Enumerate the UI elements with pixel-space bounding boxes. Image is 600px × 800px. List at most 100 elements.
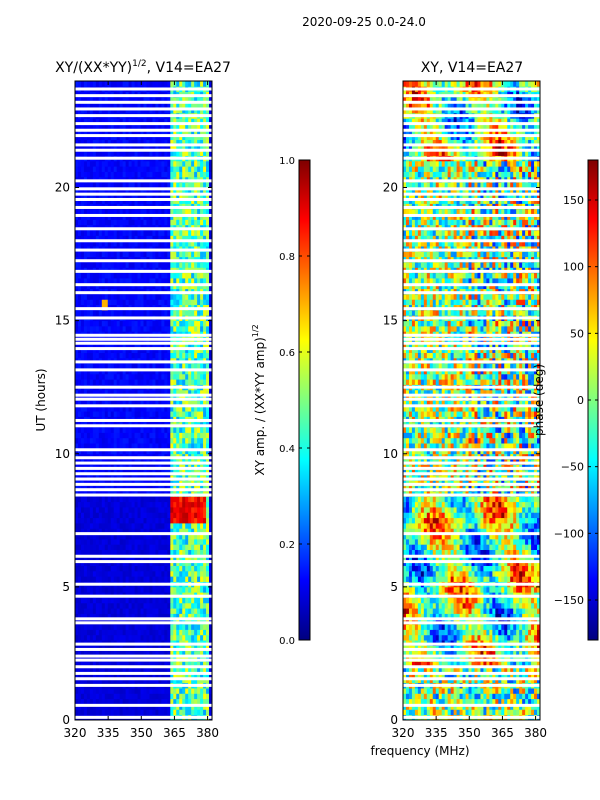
heatmap-cell	[122, 661, 127, 668]
heatmap-cell	[101, 576, 106, 582]
heatmap-cell	[143, 294, 147, 300]
heatmap-cell	[206, 160, 210, 167]
heatmap-cell	[137, 230, 141, 236]
heatmap-cell	[176, 629, 180, 636]
heatmap-cell	[206, 251, 210, 258]
heatmap-cell	[164, 347, 168, 353]
heatmap-cell	[119, 613, 124, 620]
heatmap-cell	[86, 283, 91, 290]
heatmap-cell	[200, 294, 204, 300]
heatmap-cell	[75, 507, 79, 513]
heatmap-cell	[146, 363, 150, 369]
heatmap-cell	[116, 544, 121, 550]
heatmap-cell	[101, 240, 106, 247]
heatmap-cell	[152, 171, 156, 178]
heatmap-cell	[75, 272, 79, 279]
heatmap-cell	[107, 533, 112, 540]
heatmap-cell	[75, 309, 79, 316]
heatmap-cell	[194, 704, 198, 710]
heatmap-cell	[161, 443, 165, 449]
heatmap-cell	[107, 427, 112, 433]
heatmap-cell	[146, 219, 150, 226]
heatmap-cell	[143, 608, 147, 614]
heatmap-cell	[152, 672, 156, 678]
heatmap-cell	[164, 528, 168, 535]
heatmap-cell	[75, 347, 79, 353]
heatmap-cell	[185, 294, 189, 300]
heatmap-cell	[110, 214, 115, 220]
heatmap-cell	[77, 554, 82, 561]
heatmap-cell	[125, 219, 130, 226]
heatmap-cell	[104, 192, 109, 199]
heatmap-cell	[77, 629, 82, 636]
heatmap-cell	[92, 352, 97, 359]
heatmap-cell	[176, 299, 180, 306]
heatmap-cell	[98, 650, 103, 657]
heatmap-cell	[83, 150, 88, 156]
heatmap-cell	[149, 586, 153, 593]
heatmap-cell	[110, 405, 115, 412]
heatmap-cell	[80, 549, 85, 556]
heatmap-cell	[113, 565, 118, 572]
heatmap-cell	[116, 565, 121, 572]
heatmap-cell	[170, 373, 174, 380]
heatmap-cell	[89, 214, 94, 220]
heatmap-cell	[107, 522, 112, 529]
heatmap-cell	[125, 661, 130, 668]
heatmap-cell	[75, 182, 79, 188]
heatmap-cell	[107, 235, 112, 242]
heatmap-cell	[98, 528, 103, 535]
heatmap-cell	[131, 560, 135, 566]
heatmap-cell	[173, 634, 177, 641]
heatmap-cell	[146, 400, 150, 407]
heatmap-cell	[170, 240, 174, 247]
heatmap-cell	[80, 363, 85, 369]
heatmap-cell	[167, 613, 171, 620]
heatmap-cell	[155, 554, 159, 561]
heatmap-cell	[200, 565, 204, 572]
heatmap-cell	[80, 294, 85, 300]
heatmap-cell	[122, 688, 127, 694]
heatmap-cell	[161, 320, 165, 327]
heatmap-cell	[110, 347, 115, 353]
heatmap-cell	[125, 262, 130, 268]
heatmap-cell	[140, 672, 144, 678]
heatmap-cell	[176, 533, 180, 540]
heatmap-cell	[158, 347, 162, 353]
heatmap-cell	[206, 704, 210, 710]
heatmap-cell	[182, 144, 186, 151]
heatmap-cell	[95, 400, 100, 407]
heatmap-cell	[128, 507, 132, 513]
heatmap-cell	[89, 373, 94, 380]
heatmap-cell	[140, 309, 144, 316]
heatmap-cell	[95, 187, 100, 194]
heatmap-cell	[75, 560, 79, 566]
heatmap-cell	[119, 688, 124, 694]
heatmap-cell	[188, 576, 192, 582]
heatmap-cell	[179, 677, 183, 684]
heatmap-cell	[188, 704, 192, 710]
heatmap-cell	[104, 320, 109, 327]
heatmap-cell	[113, 325, 118, 332]
heatmap-cell	[98, 629, 103, 636]
heatmap-cell	[191, 373, 195, 380]
heatmap-cell	[188, 602, 192, 609]
heatmap-cell	[167, 299, 171, 306]
heatmap-cell	[203, 144, 207, 151]
heatmap-cell	[200, 283, 204, 290]
heatmap-cell	[116, 320, 121, 327]
heatmap-cell	[191, 379, 195, 385]
heatmap-cell	[161, 299, 165, 306]
heatmap-cell	[122, 235, 127, 242]
heatmap-cell	[86, 278, 91, 284]
heatmap-cell	[119, 512, 124, 519]
heatmap-cell	[119, 672, 124, 678]
heatmap-cell	[116, 294, 121, 300]
heatmap-cell	[125, 299, 130, 306]
heatmap-cell	[203, 496, 207, 503]
heatmap-cell	[89, 347, 94, 353]
heatmap-cell	[107, 432, 112, 439]
heatmap-cell	[164, 294, 168, 300]
heatmap-cell	[80, 576, 85, 582]
heatmap-cell	[113, 400, 118, 407]
